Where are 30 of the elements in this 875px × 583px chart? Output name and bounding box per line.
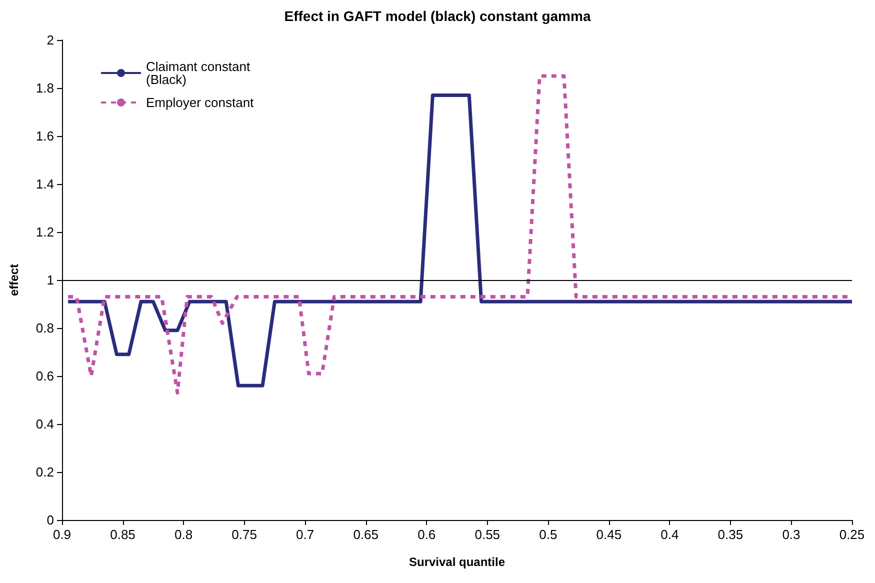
x-tick-label: 0.6: [418, 527, 436, 542]
x-tick-label: 0.35: [718, 527, 744, 542]
x-tick-label: 0.55: [474, 527, 500, 542]
y-tick-label: 2: [46, 32, 54, 48]
x-tick-label: 0.65: [353, 527, 378, 542]
x-tick-label: 0.3: [782, 527, 800, 542]
y-tick-label: 0.8: [36, 320, 54, 336]
y-tick-label: 0.2: [36, 464, 54, 480]
y-tick-label: 1.8: [36, 80, 54, 96]
y-tick-label: 1.2: [36, 224, 54, 240]
y-tick-label: 0.6: [36, 368, 54, 384]
x-tick-label: 0.4: [660, 527, 679, 542]
x-tick-label: 0.5: [539, 527, 558, 542]
x-tick-label: 0.25: [839, 527, 865, 542]
chart-title: Effect in GAFT model (black) constant gamma: [284, 8, 591, 24]
x-tick-label: 0.9: [52, 527, 72, 542]
x-tick-label: 0.75: [232, 527, 257, 542]
x-tick-label: 0.8: [174, 527, 193, 542]
x-tick-label: 0.7: [296, 527, 314, 542]
y-tick-label: 0.4: [36, 416, 54, 432]
x-tick-label: 0.45: [596, 527, 622, 542]
x-axis-title: Survival quantile: [408, 555, 506, 569]
y-tick-label: 1.6: [36, 128, 54, 144]
x-tick-label: 0.85: [110, 527, 136, 542]
y-axis-title: effect: [7, 264, 21, 296]
legend-label: Employer constant: [146, 95, 254, 110]
y-tick-label: 1: [46, 272, 54, 288]
legend-label: Claimant constant (Black): [146, 59, 254, 87]
y-tick-label: 0: [46, 512, 54, 528]
y-tick-label: 1.4: [36, 176, 54, 192]
